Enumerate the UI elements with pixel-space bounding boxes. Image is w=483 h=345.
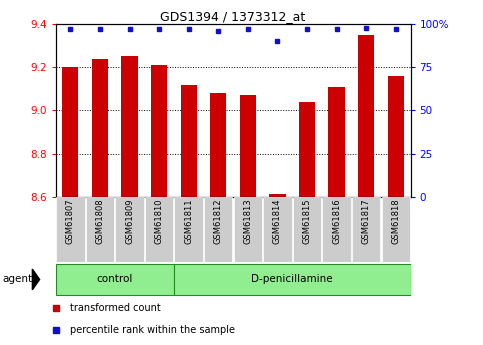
Bar [240,95,256,197]
Bar [151,65,167,197]
Text: control: control [97,274,133,284]
Bar [234,197,262,262]
Text: GSM61807: GSM61807 [66,199,75,244]
Text: GSM61810: GSM61810 [155,199,164,244]
Polygon shape [32,269,40,290]
Bar [62,67,78,197]
Bar [56,264,174,295]
Bar [299,102,315,197]
Title: GDS1394 / 1373312_at: GDS1394 / 1373312_at [160,10,306,23]
Text: GSM61816: GSM61816 [332,199,341,244]
Bar [181,85,197,197]
Bar [388,76,404,197]
Bar [210,93,227,197]
Bar [328,87,345,197]
Bar [174,197,203,262]
Bar [56,197,85,262]
Bar [322,197,351,262]
Text: GSM61815: GSM61815 [302,199,312,244]
Bar [121,57,138,197]
Text: GSM61812: GSM61812 [214,199,223,244]
Bar [92,59,108,197]
Bar [204,197,232,262]
Bar [382,197,410,262]
Bar [270,195,285,197]
Bar [174,264,411,295]
Text: GSM61818: GSM61818 [391,199,400,244]
Text: GSM61813: GSM61813 [243,199,252,244]
Text: transformed count: transformed count [70,303,160,313]
Bar [145,197,173,262]
Text: percentile rank within the sample: percentile rank within the sample [70,325,235,335]
Text: GSM61814: GSM61814 [273,199,282,244]
Bar [115,197,144,262]
Bar [293,197,321,262]
Bar [85,197,114,262]
Text: GSM61811: GSM61811 [184,199,193,244]
Text: GSM61809: GSM61809 [125,199,134,244]
Text: GSM61817: GSM61817 [362,199,370,244]
Text: GSM61808: GSM61808 [96,199,104,244]
Bar [358,35,374,197]
Bar [263,197,292,262]
Text: D-penicillamine: D-penicillamine [252,274,333,284]
Text: agent: agent [2,275,32,284]
Bar [352,197,381,262]
